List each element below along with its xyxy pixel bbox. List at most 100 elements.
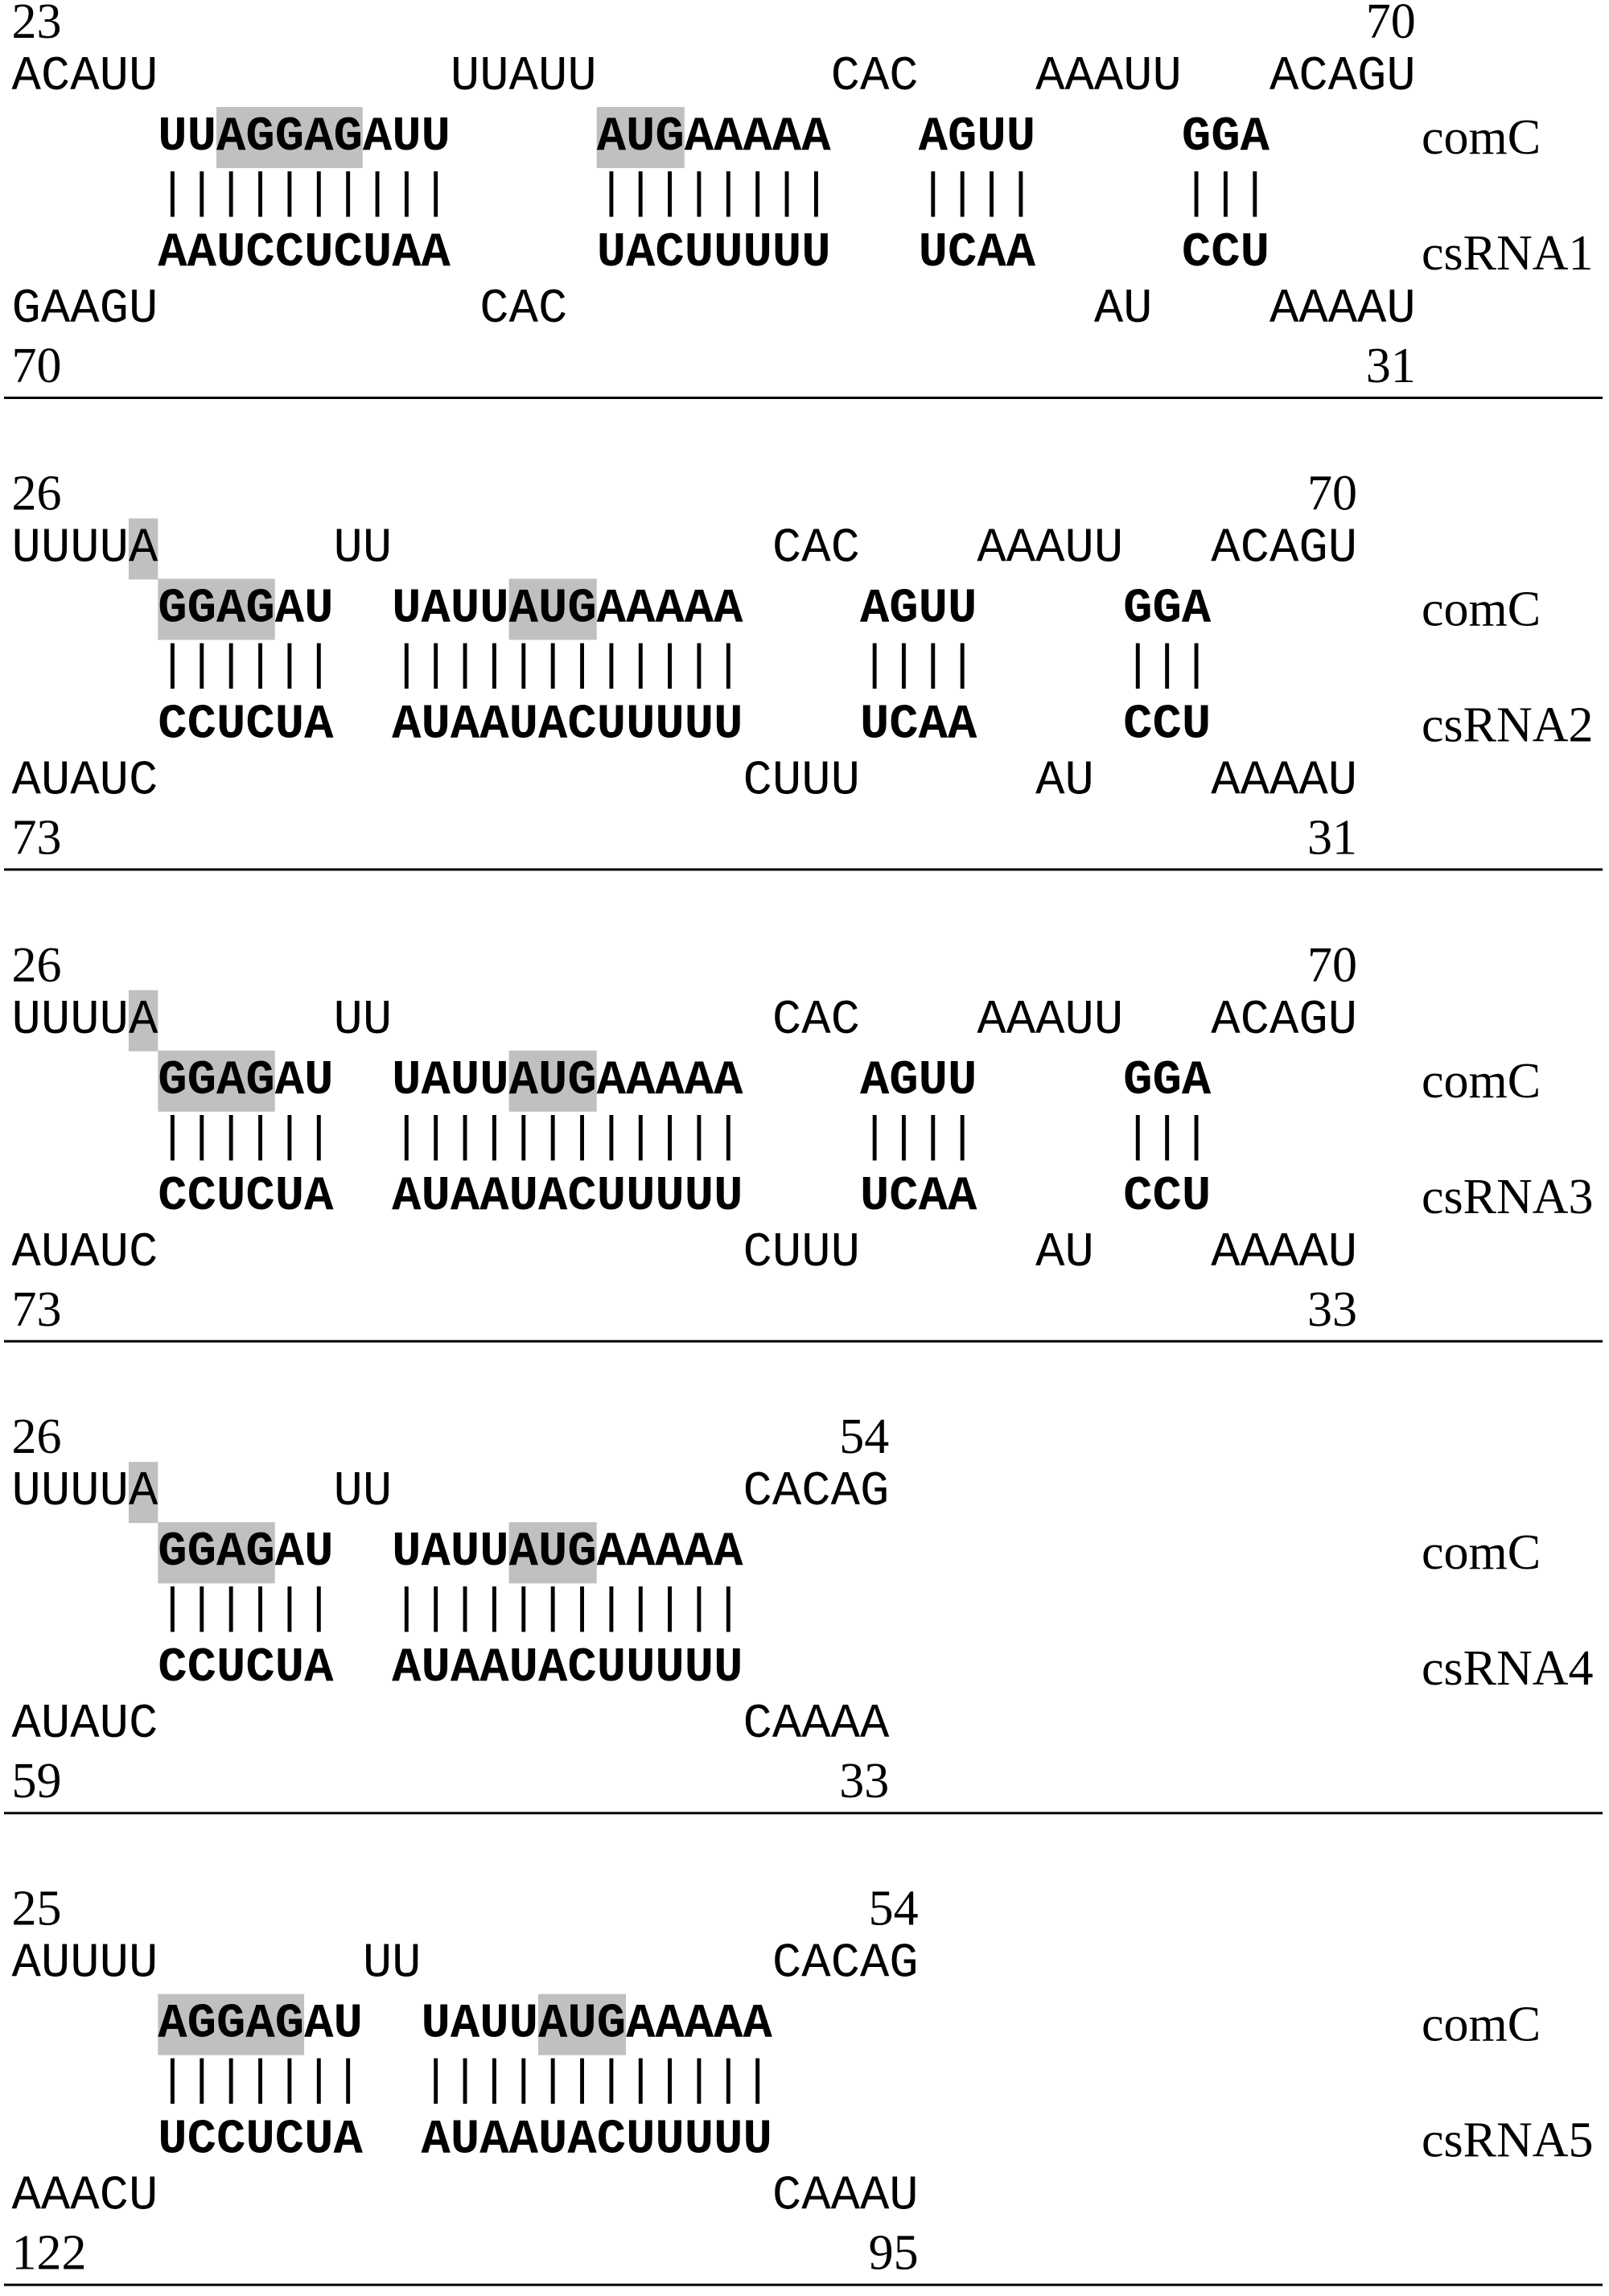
top-strand: UAUUAUGAAAAA bbox=[392, 582, 743, 636]
highlight bbox=[158, 1994, 305, 2055]
bottom-loop: CAAAU bbox=[772, 2170, 919, 2224]
position-number: 70 bbox=[1307, 938, 1357, 993]
bottom-loop: CAAAA bbox=[743, 1697, 890, 1752]
top-loop: UUAUU bbox=[451, 50, 597, 105]
alignment-block: ACAUU UUAUU CAC AAAUU ACAGU UUAGGAGAUU AUGAAAA… bbox=[4, 0, 1603, 399]
bottom-loop: AAAAU bbox=[1211, 1226, 1357, 1281]
bottom-loop: GAAGU bbox=[12, 282, 158, 337]
top-strand: GGAGAU bbox=[158, 582, 333, 636]
top-loop: UUUUA bbox=[12, 1465, 158, 1520]
top-loop: UU bbox=[333, 1465, 392, 1520]
top-loop: CAC bbox=[772, 521, 860, 576]
position-number: 25 bbox=[12, 1882, 62, 1936]
highlight bbox=[508, 578, 597, 640]
highlight bbox=[596, 107, 685, 168]
bottom-strand: CCUCUA bbox=[158, 697, 334, 752]
top-strand: GGAGAU bbox=[158, 1054, 333, 1109]
bottom-strand: CCU bbox=[1123, 697, 1211, 752]
position-number: 31 bbox=[1366, 339, 1416, 393]
bottom-strand: CCUCUA bbox=[158, 1641, 334, 1696]
top-loop: UU bbox=[333, 521, 392, 576]
base-pairs: |||||||||||| bbox=[422, 2055, 772, 2109]
strand-label: comC bbox=[1422, 1525, 1541, 1580]
bottom-loop: AU bbox=[1035, 754, 1094, 809]
bottom-strand: CCU bbox=[1182, 226, 1270, 281]
base-pairs: |||| bbox=[860, 1111, 977, 1166]
top-strand: AGUU bbox=[919, 110, 1035, 165]
position-number: 23 bbox=[12, 0, 62, 49]
bottom-strand: AUAAUACUUUUU bbox=[392, 697, 743, 752]
bottom-loop: CUUU bbox=[743, 754, 860, 809]
base-pairs: |||||||||||| bbox=[392, 1111, 743, 1166]
top-loop: CAC bbox=[772, 994, 860, 1048]
base-pairs: |||||||||||| bbox=[392, 1582, 743, 1637]
base-pairs: |||| bbox=[919, 167, 1035, 222]
highlight bbox=[128, 518, 158, 580]
base-pairs: |||||||||||| bbox=[392, 639, 743, 693]
highlight bbox=[508, 1050, 597, 1112]
position-number: 54 bbox=[839, 1409, 889, 1464]
top-strand: GGA bbox=[1123, 1054, 1212, 1109]
position-number: 31 bbox=[1307, 810, 1357, 865]
bottom-strand: CCUCUA bbox=[158, 1170, 334, 1224]
strand-label: comC bbox=[1422, 1998, 1541, 2052]
highlight bbox=[128, 990, 158, 1051]
highlight bbox=[128, 1462, 158, 1524]
top-loop: ACAGU bbox=[1270, 50, 1416, 105]
top-loop: AAAUU bbox=[977, 994, 1123, 1048]
top-loop: AAAUU bbox=[977, 521, 1123, 576]
highlight bbox=[158, 578, 275, 640]
position-number: 70 bbox=[1307, 466, 1357, 521]
base-pairs: |||||||| bbox=[597, 167, 831, 222]
position-number: 73 bbox=[12, 810, 62, 865]
bottom-loop: AAACU bbox=[12, 2170, 158, 2224]
bottom-loop: CAC bbox=[479, 282, 567, 337]
top-loop: UUUUA bbox=[12, 521, 158, 576]
base-pairs: |||||| bbox=[158, 1582, 333, 1637]
top-strand: AGGAGAU bbox=[158, 1998, 363, 2052]
bottom-strand: AUAAUACUUUUU bbox=[422, 2113, 772, 2168]
top-loop: CACAG bbox=[743, 1465, 890, 1520]
top-strand: GGA bbox=[1182, 110, 1270, 165]
base-pairs: |||| bbox=[860, 639, 977, 693]
bottom-strand: CCU bbox=[1123, 1170, 1211, 1224]
bottom-loop: CUUU bbox=[743, 1226, 860, 1281]
top-strand: UAUUAUGAAAAA bbox=[392, 1054, 743, 1109]
position-number: 95 bbox=[869, 2226, 919, 2281]
alignment-block: UUUUA UU CAC AAAUU ACAGU GGAGAU UAUUAUGAAAAA AG… bbox=[4, 938, 1603, 1343]
highlight bbox=[508, 1522, 597, 1584]
top-strand: UAUUAUGAAAAA bbox=[422, 1998, 773, 2052]
position-number: 122 bbox=[12, 2226, 87, 2281]
top-strand: AGUU bbox=[860, 582, 977, 636]
top-loop: UU bbox=[333, 994, 392, 1048]
position-number: 59 bbox=[12, 1754, 62, 1808]
highlight bbox=[158, 1050, 275, 1112]
bottom-strand: AUAAUACUUUUU bbox=[392, 1170, 743, 1224]
bottom-strand: UCAA bbox=[860, 697, 977, 752]
base-pairs: |||||||||| bbox=[158, 167, 451, 222]
top-strand: GGA bbox=[1123, 582, 1212, 636]
bottom-strand: AUAAUACUUUUU bbox=[392, 1641, 743, 1696]
bottom-loop: AAAAU bbox=[1270, 282, 1416, 337]
position-number: 70 bbox=[12, 339, 62, 393]
base-pairs: |||||| bbox=[158, 639, 333, 693]
top-loop: CAC bbox=[831, 50, 919, 105]
base-pairs: ||| bbox=[1182, 167, 1270, 222]
base-pairs: ||| bbox=[1123, 1111, 1211, 1166]
position-number: 73 bbox=[12, 1282, 62, 1337]
bottom-loop: AUAUC bbox=[12, 1697, 158, 1752]
bottom-loop: AAAAU bbox=[1211, 754, 1357, 809]
bottom-strand: UCAA bbox=[919, 226, 1036, 281]
top-loop: ACAGU bbox=[1211, 994, 1357, 1048]
strand-label: csRNA3 bbox=[1422, 1170, 1594, 1224]
top-strand: GGAGAU bbox=[158, 1525, 333, 1580]
bottom-strand: AAUCCUCUAA bbox=[158, 226, 451, 281]
bottom-strand: UCCUCUA bbox=[158, 2113, 363, 2168]
top-loop: ACAGU bbox=[1211, 521, 1357, 576]
highlight bbox=[158, 1522, 275, 1584]
position-number: 33 bbox=[1307, 1282, 1357, 1337]
base-pairs: ||||||| bbox=[158, 2055, 363, 2109]
top-loop: AAAUU bbox=[1035, 50, 1182, 105]
